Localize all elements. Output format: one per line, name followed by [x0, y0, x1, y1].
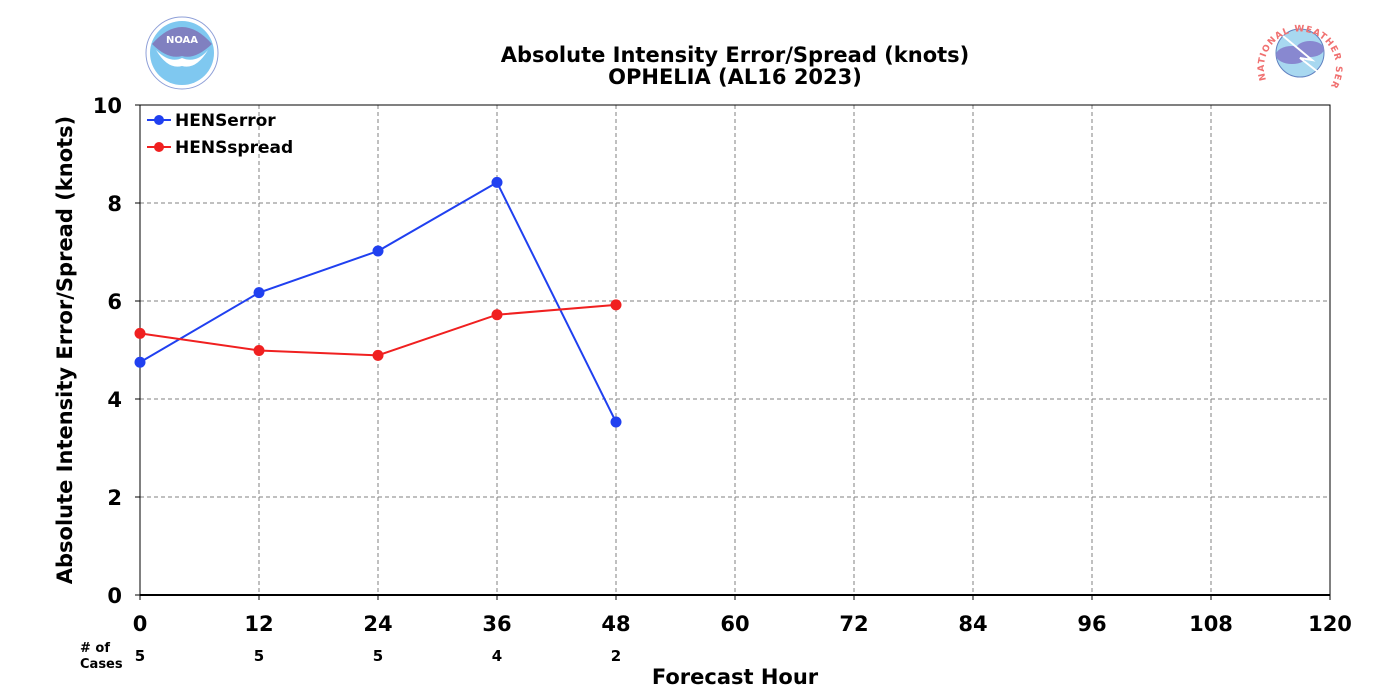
- x-tick-label: 72: [839, 612, 868, 636]
- cases-label-line1: # of: [80, 641, 110, 656]
- y-tick-labels: 0 2 4 6 8 10: [93, 94, 140, 608]
- data-point-hensspread: [372, 349, 384, 361]
- series-layer: [134, 176, 622, 428]
- chart-subtitle: OPHELIA (AL16 2023): [608, 65, 862, 89]
- x-tick-label: 60: [720, 612, 749, 636]
- x-tick-label: 96: [1077, 612, 1106, 636]
- y-tick-label: 8: [107, 192, 122, 216]
- y-axis-label: Absolute Intensity Error/Spread (knots): [53, 116, 77, 585]
- case-count: 5: [254, 647, 264, 665]
- legend-label-henserror: HENSerror: [175, 111, 276, 131]
- cases-label-line2: Cases: [80, 657, 123, 672]
- x-tick-label: 48: [601, 612, 630, 636]
- case-count: 4: [492, 647, 502, 665]
- noaa-logo-text: NOAA: [166, 35, 198, 46]
- data-point-henserror: [610, 416, 622, 428]
- y-tick-label: 0: [107, 584, 122, 608]
- x-tick-label: 0: [133, 612, 148, 636]
- data-point-henserror: [372, 245, 384, 257]
- y-tick-label: 10: [93, 94, 122, 118]
- x-axis-label: Forecast Hour: [652, 665, 819, 689]
- x-tick-label: 12: [244, 612, 273, 636]
- x-tick-label: 84: [958, 612, 987, 636]
- x-tick-label: 120: [1308, 612, 1352, 636]
- y-tick-label: 6: [107, 290, 122, 314]
- chart-title: Absolute Intensity Error/Spread (knots): [501, 43, 970, 67]
- data-point-hensspread: [491, 309, 503, 321]
- legend-marker-henserror: [154, 115, 164, 125]
- y-tick-label: 4: [107, 388, 122, 412]
- data-point-hensspread: [610, 299, 622, 311]
- cases-values: 5 5 5 4 2: [135, 647, 621, 665]
- y-tick-label: 2: [107, 486, 122, 510]
- noaa-logo-icon: NOAA: [145, 16, 219, 90]
- x-tick-label: 108: [1189, 612, 1233, 636]
- case-count: 2: [611, 647, 621, 665]
- x-tick-label: 24: [363, 612, 392, 636]
- legend-marker-hensspread: [154, 142, 164, 152]
- data-point-henserror: [491, 176, 503, 188]
- legend-label-hensspread: HENSspread: [175, 138, 293, 158]
- data-point-hensspread: [134, 327, 146, 339]
- data-point-henserror: [134, 356, 146, 368]
- legend: HENSerror HENSspread: [147, 111, 293, 158]
- x-tick-labels: 0 12 24 36 48 60 72 84 96 108 120: [133, 595, 1352, 636]
- case-count: 5: [135, 647, 145, 665]
- data-point-henserror: [253, 287, 265, 299]
- grid: [140, 105, 1330, 595]
- case-count: 5: [373, 647, 383, 665]
- data-point-hensspread: [253, 344, 265, 356]
- x-tick-label: 36: [482, 612, 511, 636]
